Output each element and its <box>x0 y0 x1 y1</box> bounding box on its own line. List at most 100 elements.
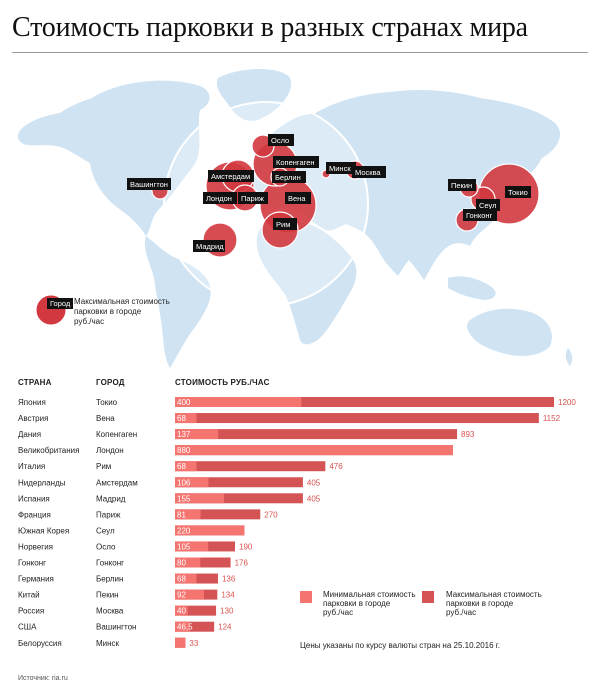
row-country: Норвегия <box>18 542 53 551</box>
row-city: Минск <box>96 639 120 648</box>
bar-min-label: 106 <box>177 478 191 487</box>
land-south-america <box>144 236 211 368</box>
label-tokyo: Токио <box>505 186 531 198</box>
bar-min-label: 40 <box>177 607 186 616</box>
source-credit: Источник: ria.ru <box>18 675 68 682</box>
bar-max-label: 405 <box>307 494 321 503</box>
bar-max-label: 190 <box>239 542 253 551</box>
bar-min-label: 880 <box>177 446 191 455</box>
currency-note: Цены указаны по курсу валюты стран на 25… <box>300 641 500 650</box>
row-city: Копенгаген <box>96 430 137 439</box>
label-madrid: Мадрид <box>193 240 225 252</box>
svg-text:Минск: Минск <box>329 164 351 173</box>
label-rome: Рим <box>273 218 297 230</box>
label-paris: Париж <box>238 192 268 204</box>
bar-max-label: 893 <box>461 430 475 439</box>
bar-min <box>175 557 201 568</box>
row-city: Мадрид <box>96 494 126 503</box>
legend-max-line-3: руб./час <box>446 608 476 617</box>
bar-max <box>175 621 215 632</box>
label-moscow: Москва <box>352 166 386 178</box>
land-se-asia <box>448 276 496 300</box>
map-legend-line-3: руб./час <box>74 317 104 326</box>
row-city: Сеул <box>96 526 115 535</box>
bar-min <box>175 589 205 600</box>
row-city: Амстердам <box>96 478 138 487</box>
row-city: Гонконг <box>96 559 124 568</box>
label-washington: Вашингтон <box>127 178 171 190</box>
map-legend: Город Максимальная стоимость парковки в … <box>35 294 170 326</box>
bar-max-label: 33 <box>189 639 198 648</box>
bar-min <box>175 477 209 488</box>
svg-text:Копенгаген: Копенгаген <box>276 158 315 167</box>
row-country: Великобритания <box>18 446 79 455</box>
bar-max-label: 1152 <box>543 414 561 423</box>
bar-min <box>175 525 245 536</box>
row-city: Пекин <box>96 591 119 600</box>
svg-text:Токио: Токио <box>508 188 528 197</box>
legend-max-line-1: Максимальная стоимость <box>446 590 542 599</box>
land-africa <box>256 220 357 345</box>
row-city: Вена <box>96 414 115 423</box>
parking-cost-chart: СТРАНА ГОРОД СТОИМОСТЬ РУБ./ЧАС Япония То… <box>18 378 576 682</box>
bar-min <box>175 397 302 407</box>
bar-min <box>175 637 186 648</box>
bar-min <box>175 621 190 632</box>
bar-min-label: 220 <box>177 526 191 535</box>
row-country: Германия <box>18 575 54 584</box>
label-oslo: Осло <box>268 134 294 146</box>
bar-min <box>175 573 197 584</box>
bar-max <box>175 461 326 472</box>
bar-min-label: 68 <box>177 414 186 423</box>
bar-min-label: 68 <box>177 575 186 584</box>
map-legend-bubble-label: Город <box>50 299 71 308</box>
svg-text:Осло: Осло <box>271 136 289 145</box>
svg-text:Вашингтон: Вашингтон <box>130 180 168 189</box>
bar-min <box>175 461 197 472</box>
bar-max-label: 270 <box>264 510 278 519</box>
label-london: Лондон <box>203 192 237 204</box>
bar-max-label: 476 <box>329 462 343 471</box>
bar-max <box>175 413 539 424</box>
svg-text:Лондон: Лондон <box>206 194 232 203</box>
land-australia <box>467 308 552 356</box>
label-hong-kong: Гонконг <box>463 209 497 221</box>
bar-min <box>175 541 209 552</box>
svg-text:Мадрид: Мадрид <box>196 242 224 251</box>
svg-text:Амстердам: Амстердам <box>211 172 250 181</box>
bar-min <box>175 413 197 424</box>
bar-max-label: 130 <box>220 607 234 616</box>
legend-max-line-2: парковки в городе <box>446 599 514 608</box>
row-country: Южная Корея <box>18 526 69 535</box>
page-title: Стоимость парковки в разных странах мира <box>12 12 528 43</box>
bar-max-label: 136 <box>222 575 236 584</box>
svg-text:Берлин: Берлин <box>275 173 301 182</box>
row-city: Париж <box>96 510 121 519</box>
chart-legend: Минимальная стоимость парковки в городе … <box>300 590 542 617</box>
row-country: Франция <box>18 510 51 519</box>
legend-min-line-2: парковки в городе <box>323 599 391 608</box>
row-country: США <box>18 623 37 632</box>
column-header-country: СТРАНА <box>18 378 52 387</box>
bar-max-label: 405 <box>307 478 321 487</box>
bar-min-label: 400 <box>177 398 191 407</box>
map-legend-line-2: парковки в городе <box>74 307 142 316</box>
bar-min <box>175 429 219 440</box>
bar-min <box>175 605 188 616</box>
svg-text:Рим: Рим <box>276 220 290 229</box>
row-city: Берлин <box>96 575 123 584</box>
bar-min <box>175 493 224 504</box>
label-beijing: Пекин <box>448 179 476 191</box>
row-country: Нидерланды <box>18 478 66 487</box>
column-header-city: ГОРОД <box>96 378 125 387</box>
svg-text:Пекин: Пекин <box>451 181 472 190</box>
column-header-cost: СТОИМОСТЬ РУБ./ЧАС <box>175 378 270 387</box>
land-new-zealand <box>565 348 573 366</box>
bar-max <box>175 605 217 616</box>
label-copenhagen: Копенгаген <box>273 156 319 168</box>
bar-max-label: 124 <box>218 623 232 632</box>
svg-text:Париж: Париж <box>241 194 264 203</box>
bar-min-label: 92 <box>177 591 186 600</box>
bar-min-label: 46,5 <box>177 623 193 632</box>
bar-max <box>175 509 261 520</box>
